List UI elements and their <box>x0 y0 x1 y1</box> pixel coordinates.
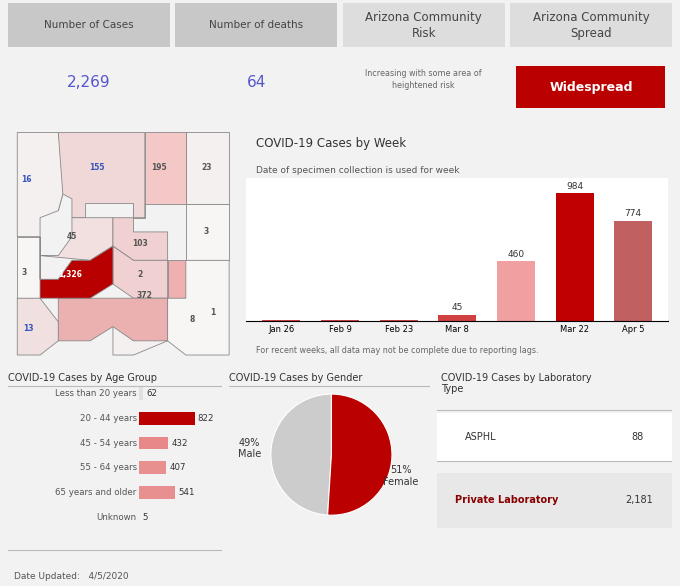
Text: Date Updated:   4/5/2020: Date Updated: 4/5/2020 <box>14 573 129 581</box>
Text: 45: 45 <box>452 304 463 312</box>
Bar <box>437 414 672 462</box>
Bar <box>556 193 594 321</box>
Text: ASPHL: ASPHL <box>465 432 496 442</box>
Text: 16: 16 <box>21 175 32 185</box>
Text: 45: 45 <box>67 232 77 241</box>
Text: COVID-19 Cases by Age Group: COVID-19 Cases by Age Group <box>8 373 157 383</box>
Text: Number of deaths: Number of deaths <box>209 20 303 30</box>
Bar <box>438 315 477 321</box>
Bar <box>517 66 665 108</box>
Text: 23: 23 <box>201 163 211 172</box>
Polygon shape <box>133 132 186 218</box>
Text: 432: 432 <box>171 438 188 448</box>
Polygon shape <box>17 298 58 355</box>
Polygon shape <box>58 298 167 341</box>
Text: Widespread: Widespread <box>549 81 632 94</box>
Text: 51%
Female: 51% Female <box>384 465 419 486</box>
Bar <box>343 3 505 47</box>
Bar <box>614 220 652 321</box>
Text: 88: 88 <box>631 432 643 442</box>
Text: 49%
Male: 49% Male <box>238 438 261 459</box>
Text: COVID-19 Cases by Laboratory
Type: COVID-19 Cases by Laboratory Type <box>441 373 592 394</box>
Polygon shape <box>113 218 167 260</box>
Text: 45 - 54 years: 45 - 54 years <box>80 438 137 448</box>
Text: 62: 62 <box>146 389 157 398</box>
Text: Increasing with some area of
heightened risk: Increasing with some area of heightened … <box>365 69 482 90</box>
Text: 5: 5 <box>142 513 148 522</box>
Text: Unknown: Unknown <box>97 513 137 522</box>
Text: 64: 64 <box>247 75 266 90</box>
Text: 3: 3 <box>204 227 209 236</box>
Text: Date of specimen collection is used for week: Date of specimen collection is used for … <box>256 166 459 175</box>
Text: 3: 3 <box>22 268 27 277</box>
Bar <box>510 3 672 47</box>
Text: 1,326: 1,326 <box>58 270 82 279</box>
Bar <box>437 472 672 528</box>
Text: 2,181: 2,181 <box>626 495 653 505</box>
Polygon shape <box>167 260 229 355</box>
Text: 372: 372 <box>137 291 153 301</box>
Text: 103: 103 <box>133 239 148 248</box>
Bar <box>139 387 143 400</box>
Text: COVID-19 Cases by Week: COVID-19 Cases by Week <box>256 137 406 150</box>
Text: 774: 774 <box>625 209 642 218</box>
Text: 822: 822 <box>198 414 214 423</box>
Text: 20 - 44 years: 20 - 44 years <box>80 414 137 423</box>
Text: Less than 20 years: Less than 20 years <box>55 389 137 398</box>
Bar <box>8 3 170 47</box>
Polygon shape <box>17 237 40 298</box>
Text: 2,269: 2,269 <box>67 75 111 90</box>
Text: Arizona Community
Spread: Arizona Community Spread <box>532 11 649 40</box>
Bar <box>139 437 168 449</box>
Text: 195: 195 <box>151 163 167 172</box>
Polygon shape <box>167 260 186 298</box>
Text: Private Laboratory: Private Laboratory <box>456 495 559 505</box>
Polygon shape <box>186 132 229 203</box>
Text: 984: 984 <box>566 182 583 191</box>
Bar <box>175 3 337 47</box>
Polygon shape <box>40 246 113 298</box>
Bar <box>497 261 535 321</box>
Text: 55 - 64 years: 55 - 64 years <box>80 464 137 472</box>
Polygon shape <box>40 218 113 260</box>
Text: 65 years and older: 65 years and older <box>56 488 137 498</box>
Text: For recent weeks, all data may not be complete due to reporting lags.: For recent weeks, all data may not be co… <box>256 346 538 355</box>
Polygon shape <box>17 132 63 237</box>
Text: 1: 1 <box>211 308 216 317</box>
Polygon shape <box>113 326 167 355</box>
Text: COVID-19 Cases by Gender: COVID-19 Cases by Gender <box>229 373 362 383</box>
Text: 13: 13 <box>23 325 34 333</box>
Wedge shape <box>271 394 331 515</box>
Polygon shape <box>186 203 229 260</box>
Text: 155: 155 <box>89 163 105 172</box>
Polygon shape <box>58 132 145 218</box>
Text: 541: 541 <box>179 488 195 498</box>
Bar <box>139 486 175 499</box>
Text: 460: 460 <box>507 250 524 259</box>
Text: 8: 8 <box>190 315 195 324</box>
Text: 2: 2 <box>137 270 143 279</box>
Bar <box>139 462 167 475</box>
Polygon shape <box>113 246 167 298</box>
Text: Number of Cases: Number of Cases <box>44 20 134 30</box>
Text: 407: 407 <box>169 464 186 472</box>
Text: Arizona Community
Risk: Arizona Community Risk <box>365 11 482 40</box>
Wedge shape <box>328 394 392 515</box>
Bar <box>139 411 194 424</box>
